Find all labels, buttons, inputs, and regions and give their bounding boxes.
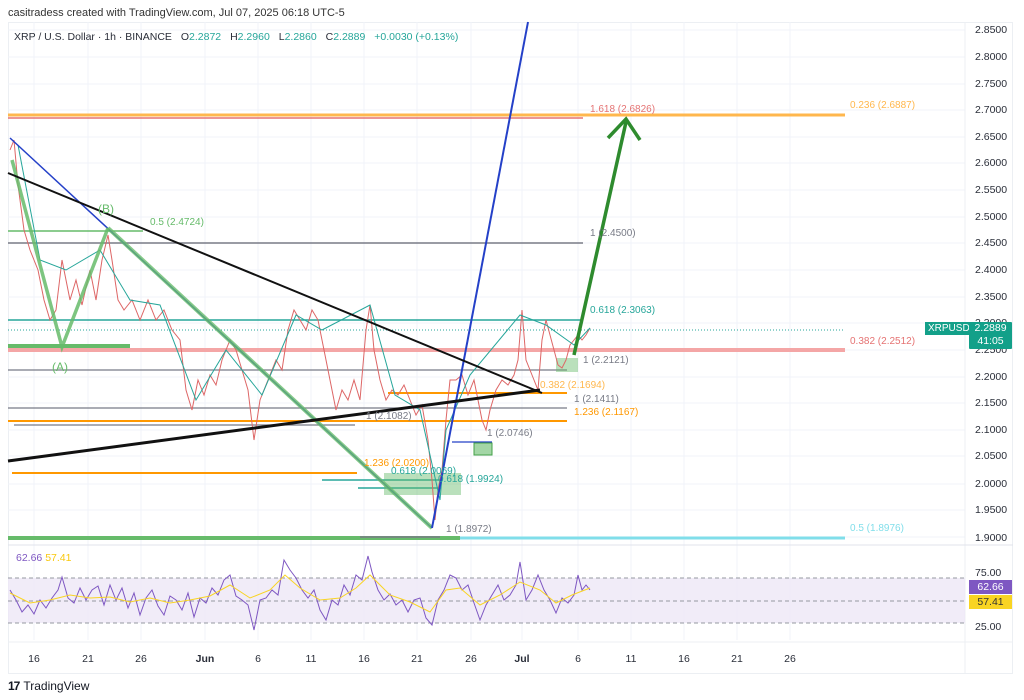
svg-text:21: 21: [731, 653, 743, 665]
svg-text:2.5500: 2.5500: [975, 184, 1007, 196]
trendline-black-desc: [7, 172, 543, 394]
svg-text:26: 26: [135, 653, 147, 665]
rsi-legend: 62.66 57.41: [16, 552, 71, 564]
svg-text:2.5000: 2.5000: [975, 211, 1007, 223]
tradingview-logo-icon: 17: [8, 679, 20, 693]
rsi-line: [9, 555, 591, 631]
fib-levels: [8, 113, 845, 540]
rsi-axis-lower: 25.00: [975, 621, 1001, 633]
fib-label: 1 (1.8972): [446, 524, 492, 535]
fib-label: 0.382 (2.2512): [850, 336, 915, 347]
fib-label: 0.618 (1.9924): [438, 474, 503, 485]
chart-credit: casitradess created with TradingView.com…: [8, 7, 345, 19]
svg-text:11: 11: [306, 653, 317, 665]
zone-box: [556, 358, 578, 372]
fib-label: 0.618 (2.0069): [391, 466, 456, 477]
trendline-green-desc: [106, 226, 434, 530]
svg-text:16: 16: [358, 653, 370, 665]
svg-text:2.1500: 2.1500: [975, 397, 1007, 409]
open-value: 2.2872: [189, 31, 222, 43]
last-price-tag: 2.2889 41:05: [969, 322, 1012, 349]
change-value: +0.0030 (+0.13%): [374, 31, 459, 43]
projection-arrow: [572, 121, 628, 356]
rsi-ma-line: [9, 574, 591, 613]
symbol-tag: XRPUSD: [925, 322, 973, 335]
svg-text:2.7500: 2.7500: [975, 78, 1007, 90]
ohlc-legend: XRP / U.S. Dollar · 1h · BINANCE O2.2872…: [14, 31, 459, 43]
svg-text:21: 21: [411, 653, 423, 665]
low-value: 2.2860: [284, 31, 317, 43]
bar-countdown: 41:05: [977, 335, 1004, 347]
fib-label: 1 (2.1411): [574, 394, 619, 405]
fib-label: 0.618 (2.3063): [590, 305, 655, 316]
svg-text:6: 6: [255, 653, 261, 665]
svg-text:Jul: Jul: [514, 653, 529, 665]
svg-text:2.6000: 2.6000: [975, 157, 1007, 169]
svg-text:2.4500: 2.4500: [975, 237, 1007, 249]
svg-text:2.3500: 2.3500: [975, 291, 1007, 303]
svg-text:11: 11: [626, 653, 637, 665]
svg-text:2.6500: 2.6500: [975, 131, 1007, 143]
high-value: 2.2960: [237, 31, 270, 43]
svg-text:2.0000: 2.0000: [975, 478, 1007, 490]
rsi-ma-value: 57.41: [45, 552, 72, 564]
rsi-ma-tag: 57.41: [969, 595, 1012, 609]
svg-text:6: 6: [575, 653, 581, 665]
fib-label: 1.236 (2.0200): [364, 458, 429, 469]
fib-label: 0.236 (2.6887): [850, 100, 915, 111]
symbol-title: XRP / U.S. Dollar · 1h · BINANCE: [14, 31, 172, 43]
trendline-black-asc: [7, 388, 541, 463]
svg-text:26: 26: [784, 653, 796, 665]
fib-label: 1 (2.4500): [590, 228, 636, 239]
rsi-value: 62.66: [16, 552, 43, 564]
svg-text:16: 16: [678, 653, 690, 665]
last-price: 2.2889: [974, 322, 1007, 334]
price-axis: 2.8500 2.8000 2.7500 2.7000 2.6500 2.600…: [975, 24, 1007, 544]
svg-text:2.4000: 2.4000: [975, 264, 1007, 276]
arrow-head: [606, 116, 642, 141]
fib-label: 1.236 (2.1167): [574, 407, 638, 418]
tradingview-brand[interactable]: 17 TradingView: [8, 679, 89, 693]
svg-text:1.9000: 1.9000: [975, 532, 1007, 544]
fib-label: 0.382 (2.1694): [540, 380, 605, 391]
svg-text:26: 26: [465, 653, 477, 665]
fib-label: 1 (2.0746): [487, 428, 533, 439]
wave-label-b: (B): [98, 202, 114, 216]
svg-text:2.0500: 2.0500: [975, 450, 1007, 462]
svg-text:2.2000: 2.2000: [975, 371, 1007, 383]
rsi-axis-upper: 75.00: [975, 567, 1001, 579]
wave-label-a: (A): [52, 360, 68, 374]
zone-box: [473, 442, 493, 456]
svg-text:1.9500: 1.9500: [975, 504, 1007, 516]
fib-label: 1.618 (2.6826): [590, 104, 655, 115]
fib-label: 0.5 (1.8976): [850, 523, 904, 534]
fib-label: 0.5 (2.4724): [150, 217, 204, 228]
svg-text:2.8500: 2.8500: [975, 24, 1007, 36]
close-value: 2.2889: [333, 31, 366, 43]
svg-text:2.1000: 2.1000: [975, 424, 1007, 436]
abc-pattern: [10, 159, 110, 353]
svg-text:21: 21: [82, 653, 94, 665]
time-axis: 16 21 26 Jun 6 11 16 21 26 Jul 6 11 16 2…: [28, 653, 796, 665]
svg-text:2.7000: 2.7000: [975, 104, 1007, 116]
svg-text:2.8000: 2.8000: [975, 51, 1007, 63]
svg-text:Jun: Jun: [196, 653, 215, 665]
fib-label: 1 (2.2121): [583, 355, 629, 366]
trendline-blue-asc: [431, 21, 529, 529]
brand-name: TradingView: [23, 679, 90, 693]
fib-label: 1 (2.1082): [366, 411, 412, 422]
rsi-value-tag: 62.66: [969, 580, 1012, 594]
svg-text:16: 16: [28, 653, 40, 665]
